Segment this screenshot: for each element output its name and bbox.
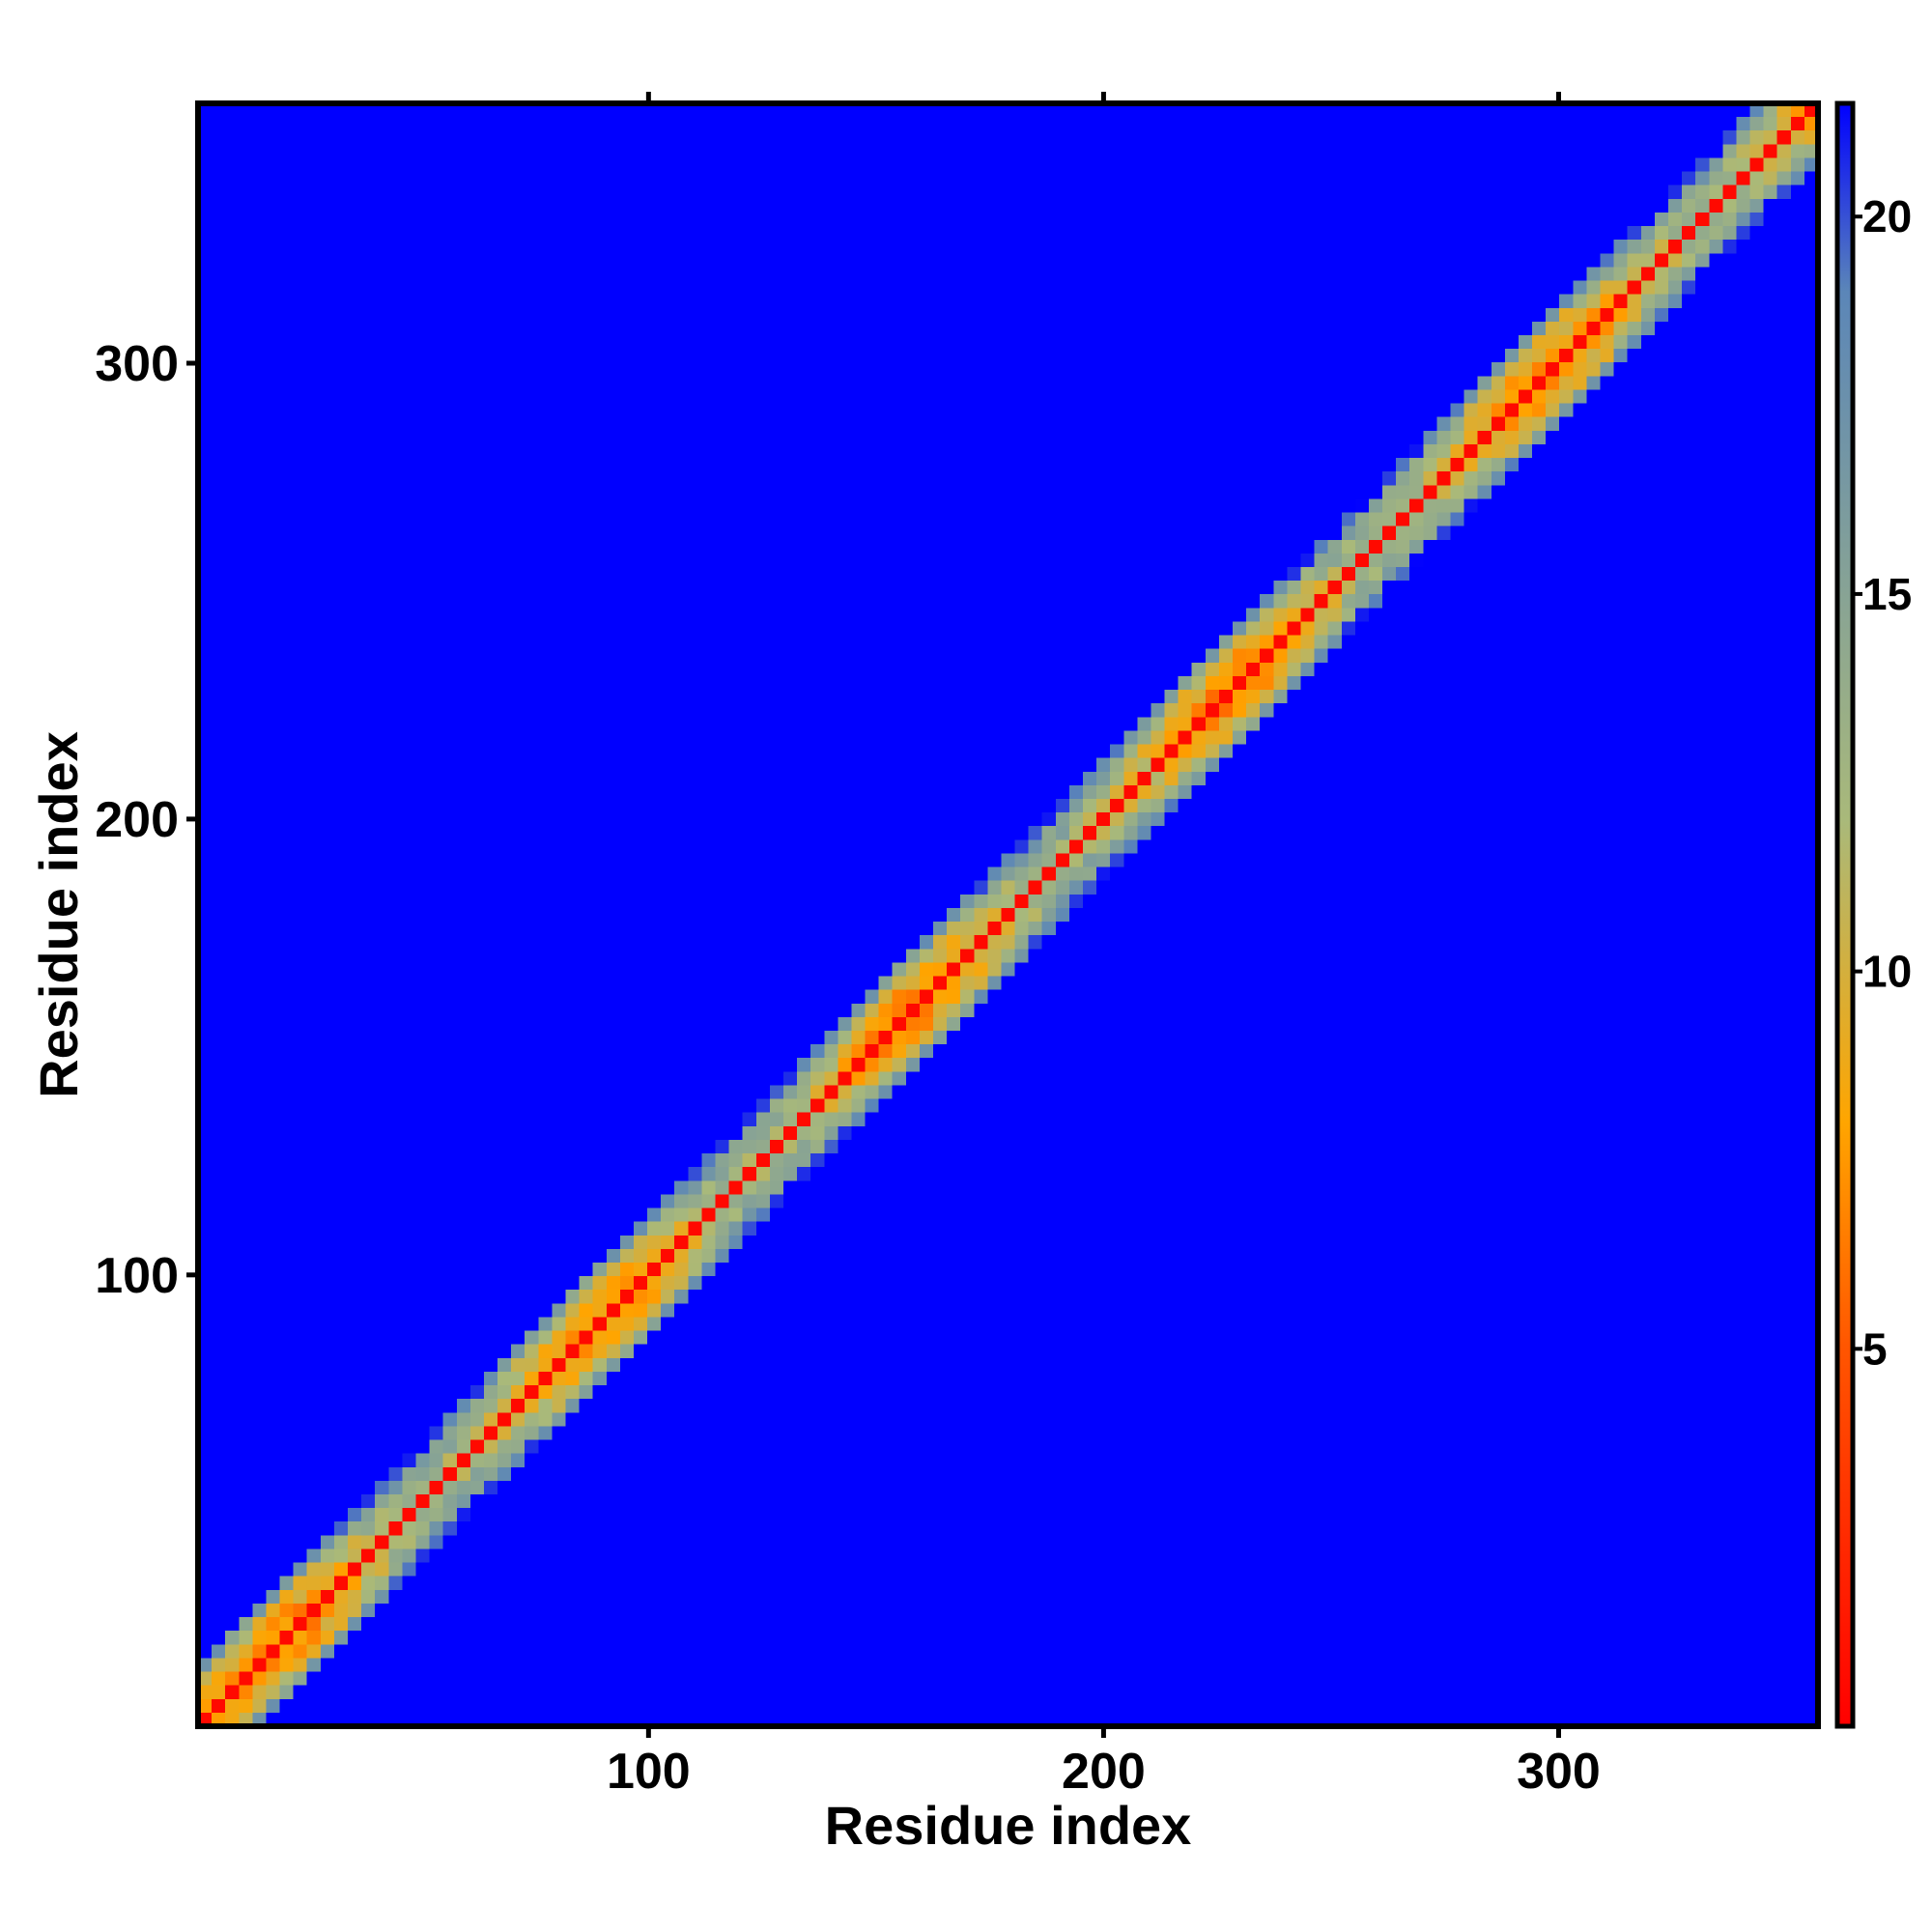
x-tick-label: 300	[1517, 1744, 1601, 1800]
x-tick-label: 100	[607, 1744, 691, 1800]
colorbar-axis: 5 10 15 20	[1853, 191, 1912, 1374]
y-axis-title: Residue index	[28, 731, 89, 1098]
x-tick-label: 200	[1062, 1744, 1146, 1800]
colorbar-tick-label: 20	[1862, 191, 1912, 242]
x-axis-title: Residue index	[825, 1795, 1192, 1856]
heatmap-plot-area	[198, 103, 1818, 1726]
colorbar-tick-label: 10	[1862, 947, 1912, 997]
colorbar	[1834, 100, 1856, 1729]
y-tick-label: 100	[95, 1248, 179, 1304]
x-axis: 100 200 300	[607, 92, 1601, 1800]
colorbar-tick-label: 5	[1862, 1323, 1888, 1374]
heatmap-cells	[198, 103, 1818, 1726]
colorbar-tick-label: 15	[1862, 569, 1912, 619]
y-axis: 100 200 300	[95, 336, 198, 1304]
y-tick-label: 300	[95, 336, 179, 392]
y-tick-label: 200	[95, 792, 179, 848]
plot-frame	[195, 100, 1821, 1729]
